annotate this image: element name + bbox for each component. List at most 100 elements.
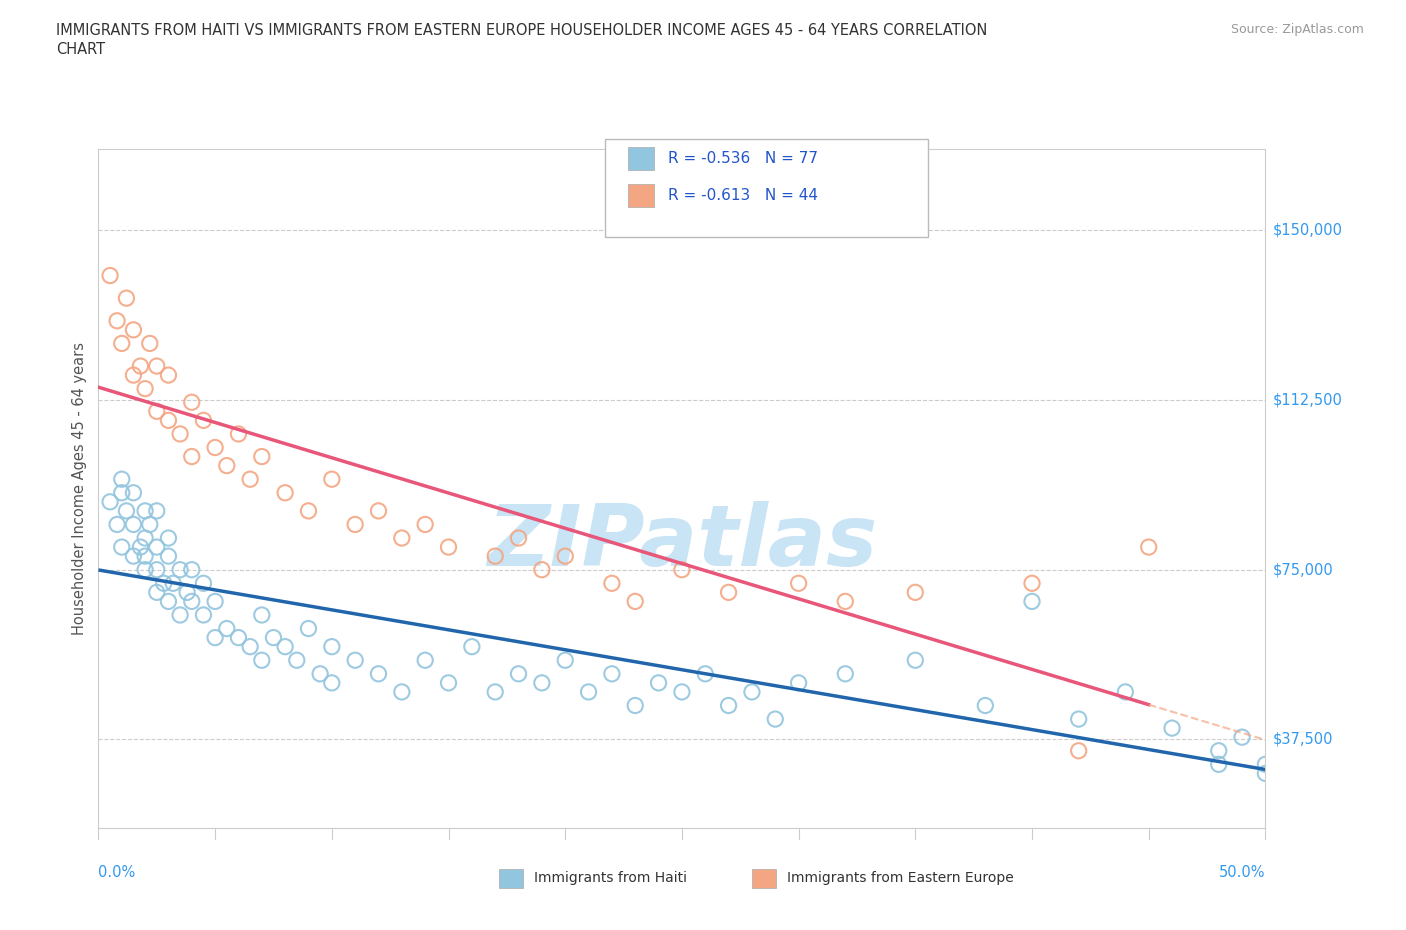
Point xyxy=(228,631,250,645)
Point xyxy=(1021,576,1043,591)
Point xyxy=(274,639,297,654)
Point xyxy=(274,485,297,500)
Point xyxy=(904,653,927,668)
Point xyxy=(134,563,156,578)
Point xyxy=(250,607,273,622)
Point xyxy=(146,359,169,374)
Point xyxy=(152,576,174,591)
Point xyxy=(115,503,138,518)
Point xyxy=(157,531,180,546)
Point xyxy=(309,667,332,682)
Point xyxy=(671,684,693,699)
Point xyxy=(1137,539,1160,554)
Point xyxy=(193,607,215,622)
Point xyxy=(413,517,436,532)
Point xyxy=(157,549,180,564)
Point xyxy=(297,621,319,636)
Point xyxy=(134,549,156,564)
Point xyxy=(1208,743,1230,758)
Point xyxy=(530,563,553,578)
Point xyxy=(146,503,169,518)
Point xyxy=(169,427,191,442)
Point xyxy=(193,576,215,591)
Point xyxy=(146,563,169,578)
Text: $37,500: $37,500 xyxy=(1272,732,1333,747)
Text: 0.0%: 0.0% xyxy=(98,865,135,880)
Point xyxy=(157,594,180,609)
Point xyxy=(239,472,262,486)
Point xyxy=(239,639,262,654)
Point xyxy=(204,631,226,645)
Text: Immigrants from Eastern Europe: Immigrants from Eastern Europe xyxy=(787,871,1014,885)
Point xyxy=(122,323,145,338)
Point xyxy=(180,594,202,609)
Point xyxy=(600,576,623,591)
Point xyxy=(834,667,856,682)
Point xyxy=(162,576,184,591)
Point xyxy=(624,594,647,609)
Point xyxy=(904,585,927,600)
Point xyxy=(115,291,138,306)
Point xyxy=(98,495,121,510)
Point xyxy=(321,639,343,654)
Point xyxy=(787,675,810,690)
Point xyxy=(250,449,273,464)
Point xyxy=(105,517,128,532)
Point xyxy=(215,621,238,636)
Point xyxy=(204,440,226,455)
Point xyxy=(695,667,717,682)
Point xyxy=(1021,594,1043,609)
Point xyxy=(98,268,121,283)
Point xyxy=(1230,730,1253,745)
Y-axis label: Householder Income Ages 45 - 64 years: Householder Income Ages 45 - 64 years xyxy=(72,341,87,635)
Point xyxy=(105,313,128,328)
Point xyxy=(717,698,740,713)
Point xyxy=(508,667,530,682)
Text: Immigrants from Haiti: Immigrants from Haiti xyxy=(534,871,688,885)
Point xyxy=(437,675,460,690)
Point xyxy=(1114,684,1136,699)
Point xyxy=(367,503,389,518)
Point xyxy=(321,675,343,690)
Point xyxy=(122,549,145,564)
Point xyxy=(367,667,389,682)
Point xyxy=(578,684,600,699)
Point xyxy=(1161,721,1184,736)
Point xyxy=(146,404,169,418)
Point xyxy=(169,563,191,578)
Point xyxy=(146,539,169,554)
Point xyxy=(647,675,669,690)
Point xyxy=(484,684,506,699)
Point xyxy=(122,485,145,500)
Point xyxy=(129,539,152,554)
Point xyxy=(180,563,202,578)
Point xyxy=(157,367,180,382)
Text: 50.0%: 50.0% xyxy=(1219,865,1265,880)
Text: $150,000: $150,000 xyxy=(1272,223,1343,238)
Point xyxy=(974,698,997,713)
Point xyxy=(204,594,226,609)
Point xyxy=(134,381,156,396)
Point xyxy=(262,631,284,645)
Point xyxy=(530,675,553,690)
Text: R = -0.536   N = 77: R = -0.536 N = 77 xyxy=(668,151,818,166)
Point xyxy=(1067,743,1090,758)
Point xyxy=(554,653,576,668)
Point xyxy=(134,503,156,518)
Point xyxy=(1254,757,1277,772)
Point xyxy=(344,653,367,668)
Point xyxy=(139,517,162,532)
Point xyxy=(134,531,156,546)
Point xyxy=(193,413,215,428)
Text: Source: ZipAtlas.com: Source: ZipAtlas.com xyxy=(1230,23,1364,36)
Point xyxy=(169,607,191,622)
Point xyxy=(111,472,134,486)
Point xyxy=(1208,757,1230,772)
Point xyxy=(1067,711,1090,726)
Point xyxy=(741,684,763,699)
Point xyxy=(508,531,530,546)
Point xyxy=(717,585,740,600)
Text: $75,000: $75,000 xyxy=(1272,563,1333,578)
Text: IMMIGRANTS FROM HAITI VS IMMIGRANTS FROM EASTERN EUROPE HOUSEHOLDER INCOME AGES : IMMIGRANTS FROM HAITI VS IMMIGRANTS FROM… xyxy=(56,23,987,38)
Point xyxy=(111,336,134,351)
